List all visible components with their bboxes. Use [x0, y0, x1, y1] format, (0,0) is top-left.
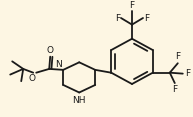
Text: N: N — [55, 60, 62, 69]
Text: O: O — [47, 46, 54, 55]
Text: F: F — [175, 52, 180, 61]
Text: NH: NH — [72, 96, 86, 105]
Text: F: F — [185, 69, 190, 78]
Text: F: F — [144, 13, 149, 22]
Text: F: F — [115, 13, 120, 22]
Text: F: F — [130, 0, 135, 9]
Text: F: F — [172, 85, 177, 94]
Text: O: O — [28, 74, 35, 83]
